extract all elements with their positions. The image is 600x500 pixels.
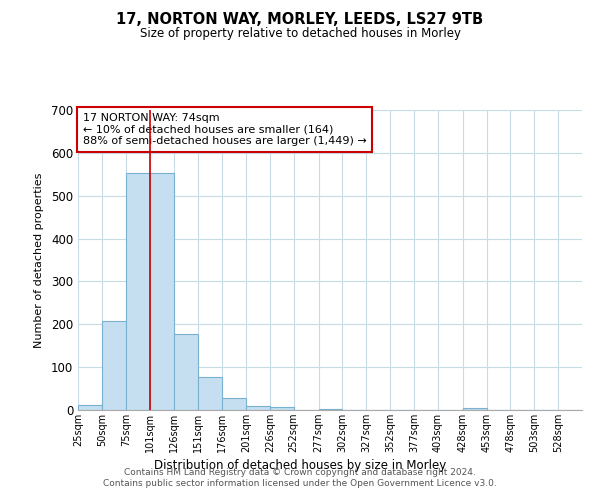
Bar (463, 408, 487, 410)
Bar (198, 377, 222, 410)
Bar (78, 405, 102, 410)
Bar (126, 173, 149, 410)
Bar (246, 406, 270, 410)
Bar (175, 334, 198, 410)
Text: 17 NORTON WAY: 74sqm
← 10% of detached houses are smaller (164)
88% of semi-deta: 17 NORTON WAY: 74sqm ← 10% of detached h… (83, 113, 367, 146)
Bar (102, 322, 126, 410)
Text: Contains HM Land Registry data © Crown copyright and database right 2024.
Contai: Contains HM Land Registry data © Crown c… (103, 468, 497, 487)
Text: Distribution of detached houses by size in Morley: Distribution of detached houses by size … (154, 460, 446, 472)
Bar (222, 398, 246, 410)
Bar (149, 173, 175, 410)
Text: 17, NORTON WAY, MORLEY, LEEDS, LS27 9TB: 17, NORTON WAY, MORLEY, LEEDS, LS27 9TB (116, 12, 484, 28)
Y-axis label: Number of detached properties: Number of detached properties (34, 172, 44, 348)
Bar (270, 406, 294, 410)
Text: Size of property relative to detached houses in Morley: Size of property relative to detached ho… (139, 28, 461, 40)
Bar (319, 408, 343, 410)
